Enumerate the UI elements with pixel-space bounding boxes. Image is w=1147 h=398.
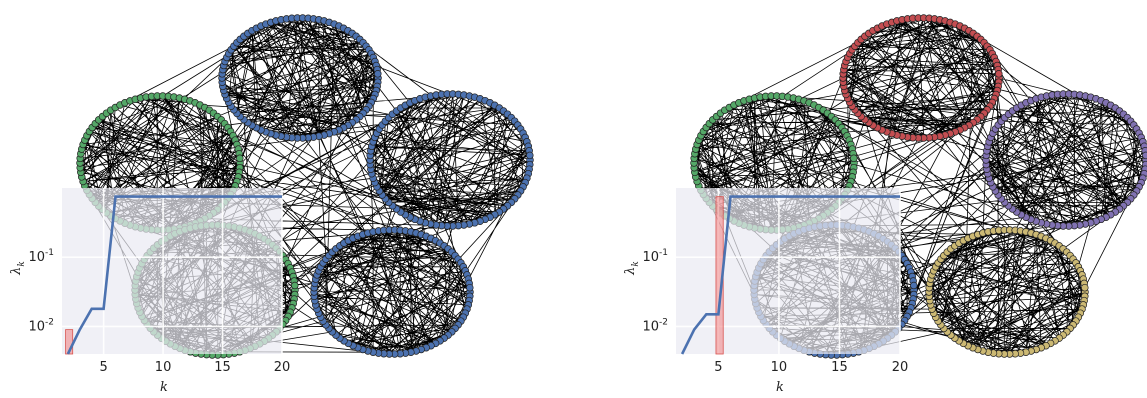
inset-background bbox=[62, 188, 282, 354]
cluster-5 bbox=[310, 226, 474, 358]
y-axis-label: λk bbox=[623, 261, 641, 276]
inset-grid bbox=[62, 188, 283, 354]
graph-node bbox=[466, 283, 474, 292]
x-tick-label: 5 bbox=[99, 360, 107, 375]
eigenvalue-inset: 5 10 15 20 10-1 10-2 k λk bbox=[9, 188, 290, 395]
graph-node bbox=[526, 151, 534, 160]
cluster-2 bbox=[218, 14, 382, 142]
cluster-3 bbox=[982, 90, 1147, 230]
y-tick-label: 10-1 bbox=[28, 248, 54, 265]
x-tick-label: 10 bbox=[155, 360, 172, 375]
graph-node bbox=[291, 281, 299, 290]
graph-node bbox=[1142, 151, 1147, 160]
x-tick-label: 10 bbox=[771, 360, 788, 375]
x-tick-label: 15 bbox=[214, 360, 231, 375]
x-tick-label: 5 bbox=[714, 360, 722, 375]
eigenvalue-inset: 5 10 15 20 10-1 10-2 k λk bbox=[623, 188, 908, 395]
cluster-5 bbox=[925, 226, 1089, 358]
eigenvalue-line bbox=[680, 195, 900, 355]
graph-node bbox=[850, 154, 858, 163]
x-axis-label: k bbox=[776, 380, 784, 395]
x-tick-label: 15 bbox=[831, 360, 848, 375]
y-tick-label: 10-1 bbox=[642, 248, 668, 265]
graph-panel-right: 5 10 15 20 10-1 10-2 k λk bbox=[623, 14, 1147, 395]
eigenvalue-line bbox=[66, 195, 282, 355]
inset-background bbox=[676, 188, 900, 354]
graph-node bbox=[910, 281, 918, 290]
x-tick-label: 20 bbox=[892, 360, 909, 375]
x-tick-label: 20 bbox=[274, 360, 291, 375]
graph-node bbox=[236, 154, 244, 163]
x-axis-label: k bbox=[160, 380, 168, 395]
y-tick-label: 10-2 bbox=[28, 317, 54, 334]
graph-node bbox=[1081, 283, 1089, 292]
y-tick-label: 10-2 bbox=[642, 317, 668, 334]
y-axis-label: λk bbox=[9, 261, 27, 276]
cluster-3 bbox=[366, 90, 534, 230]
graph-node bbox=[374, 70, 382, 78]
graph-node bbox=[995, 70, 1003, 78]
graph-panel-left: 5 10 15 20 10-1 10-2 k λk bbox=[9, 14, 534, 395]
cluster-2 bbox=[839, 14, 1003, 142]
